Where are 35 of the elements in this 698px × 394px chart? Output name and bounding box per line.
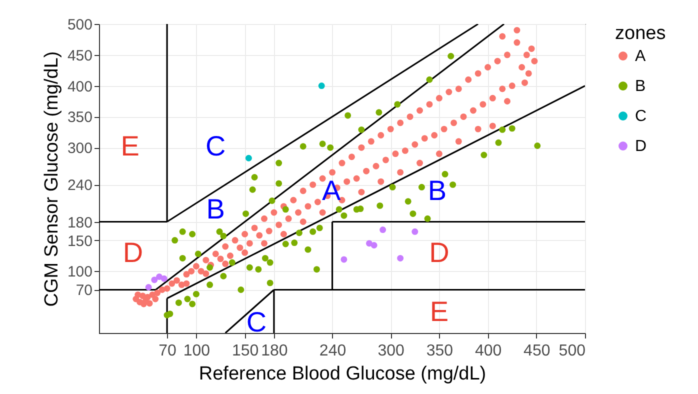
annotation: E [120, 130, 140, 162]
y-tick-label: 150 [67, 232, 92, 250]
y-tick-label: 70 [76, 282, 92, 300]
y-tick-label: 500 [67, 16, 92, 34]
x-tick-label: 240 [319, 342, 346, 360]
legend-label: A [635, 48, 646, 65]
x-tick-label: 400 [474, 342, 502, 360]
x-tick-label: 150 [232, 342, 259, 360]
y-tick-label: 450 [67, 47, 92, 64]
legend-label: B [635, 78, 646, 95]
annotation: D [122, 236, 144, 268]
annotation: D [429, 236, 450, 268]
annotation: C [206, 130, 226, 162]
legend-title: zones [615, 23, 666, 44]
y-tick-label: 180 [67, 214, 92, 232]
y-tick-label: 100 [67, 264, 92, 281]
x-axis-title: Reference Blood Glucose (mg/dL) [198, 364, 486, 384]
x-tick-label: 70 [158, 342, 177, 360]
x-tick-label: 100 [183, 342, 210, 360]
x-tick-label: 180 [261, 342, 288, 360]
x-tick-label: 350 [426, 342, 454, 360]
y-tick-label: 400 [67, 78, 92, 96]
legend-label: C [635, 108, 647, 125]
legend-label: D [635, 138, 647, 155]
y-tick-label: 300 [67, 140, 92, 158]
x-tick-label: 500 [558, 342, 586, 360]
y-axis-title: CGM Sensor Glucose (mg/dL) [41, 51, 62, 307]
y-tick-label: 350 [67, 109, 92, 126]
x-tick-label: 450 [524, 342, 550, 360]
annotation: B [206, 194, 225, 225]
annotation: B [428, 175, 447, 206]
annotation: C [246, 306, 267, 338]
x-tick-label: 300 [378, 342, 405, 360]
annotation: E [430, 296, 449, 328]
y-tick-label: 240 [67, 177, 92, 194]
